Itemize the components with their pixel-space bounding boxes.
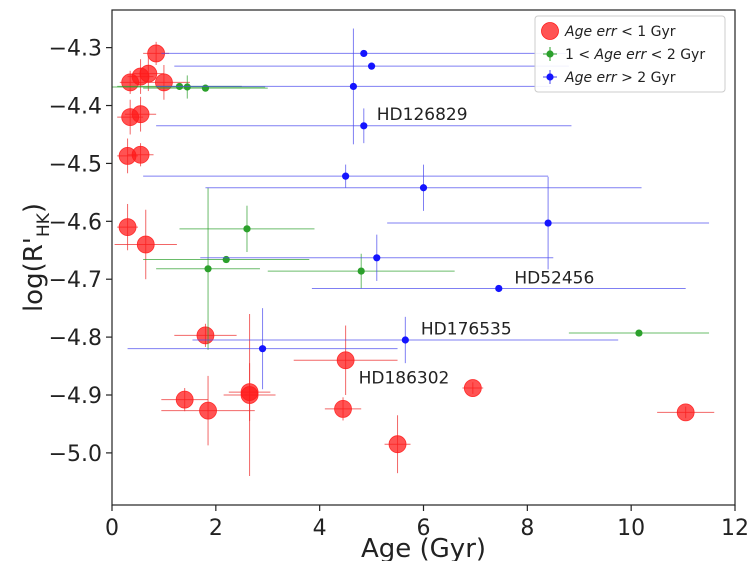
data-point xyxy=(139,64,158,83)
data-point xyxy=(334,399,352,418)
data-point xyxy=(635,329,643,337)
y-tick-label: −4.5 xyxy=(49,152,102,177)
legend-label-suffix: < 2 Gyr xyxy=(646,47,705,63)
x-axis-label: Age (Gyr) xyxy=(361,534,486,561)
x-tick-label: 10 xyxy=(617,516,645,541)
x-tick-label: 8 xyxy=(520,516,534,541)
legend-label: Age err < 1 Gyr xyxy=(564,24,676,40)
y-tick-label: −4.6 xyxy=(49,210,102,235)
axis-ticks: 0 2 4 6 8 10 12 −5.0 −4.9 −4.8 −4.7 −4.6 −4.5 −4.4 −4.… xyxy=(49,37,747,541)
legend-label-prefix: 1 < xyxy=(565,47,595,63)
legend-marker xyxy=(541,22,559,40)
legend-label-suffix: > 2 Gyr xyxy=(617,70,676,86)
y-tick-label: −4.9 xyxy=(49,384,102,409)
legend-label-suffix: < 1 Gyr xyxy=(617,24,676,40)
data-point xyxy=(243,225,251,233)
data-point xyxy=(258,345,267,353)
legend-label: Age err > 2 Gyr xyxy=(564,70,676,86)
data-point xyxy=(360,49,368,58)
y-axis-label-close: ) xyxy=(19,203,49,213)
data-point xyxy=(204,265,212,273)
legend-label: 1 < Age err < 2 Gyr xyxy=(565,47,705,63)
y-tick-label: −4.4 xyxy=(49,95,102,120)
legend-box xyxy=(534,15,726,93)
data-point xyxy=(349,82,358,91)
data-point xyxy=(136,235,155,254)
y-tick-label: −4.8 xyxy=(49,326,102,351)
y-tick-label: −4.3 xyxy=(49,37,102,62)
data-point xyxy=(388,435,407,454)
data-point xyxy=(118,218,137,237)
x-tick-label: 2 xyxy=(209,516,223,541)
y-axis-label: log(R'HK) xyxy=(19,203,54,312)
series-2 xyxy=(127,28,710,390)
data-point xyxy=(495,284,503,293)
x-tick-label: 6 xyxy=(417,516,431,541)
y-tick-label: −4.7 xyxy=(49,268,102,293)
data-point xyxy=(360,122,368,130)
data-point xyxy=(175,390,194,409)
data-point xyxy=(676,403,695,422)
data-point xyxy=(183,83,191,91)
data-point xyxy=(131,145,150,164)
x-tick-label: 4 xyxy=(313,516,327,541)
y-axis-label-sub: HK xyxy=(34,212,54,237)
data-point xyxy=(131,105,150,124)
x-tick-label: 12 xyxy=(721,516,747,541)
annotation-label: HD186302 xyxy=(359,369,450,389)
data-point xyxy=(357,267,365,275)
data-point xyxy=(240,386,259,404)
legend-label-italic: Age err xyxy=(564,24,618,40)
annotation-label: HD176535 xyxy=(421,319,512,339)
data-point xyxy=(199,401,217,420)
plot-area: HD126829 HD52456 HD176535 HD186302 xyxy=(112,28,715,477)
data-point xyxy=(401,336,409,344)
data-point xyxy=(544,219,552,227)
y-axis-label-main: log(R' xyxy=(19,237,49,312)
data-point xyxy=(201,84,210,92)
annotation-label: HD126829 xyxy=(377,105,468,125)
data-point xyxy=(463,379,482,397)
legend-label-italic: Age err xyxy=(564,70,618,86)
data-point xyxy=(342,172,350,180)
series-0 xyxy=(114,41,715,477)
legend-marker xyxy=(546,73,554,81)
y-tick-label: −5.0 xyxy=(49,442,102,467)
legend-marker xyxy=(546,50,554,58)
legend-label-italic: Age err xyxy=(594,47,648,63)
data-point xyxy=(196,326,215,345)
data-point xyxy=(367,62,376,70)
data-point xyxy=(336,351,355,370)
x-tick-label: 0 xyxy=(105,516,119,541)
data-point xyxy=(222,255,230,264)
data-point xyxy=(373,254,381,262)
annotation-label: HD52456 xyxy=(514,268,594,288)
data-point xyxy=(419,184,428,192)
